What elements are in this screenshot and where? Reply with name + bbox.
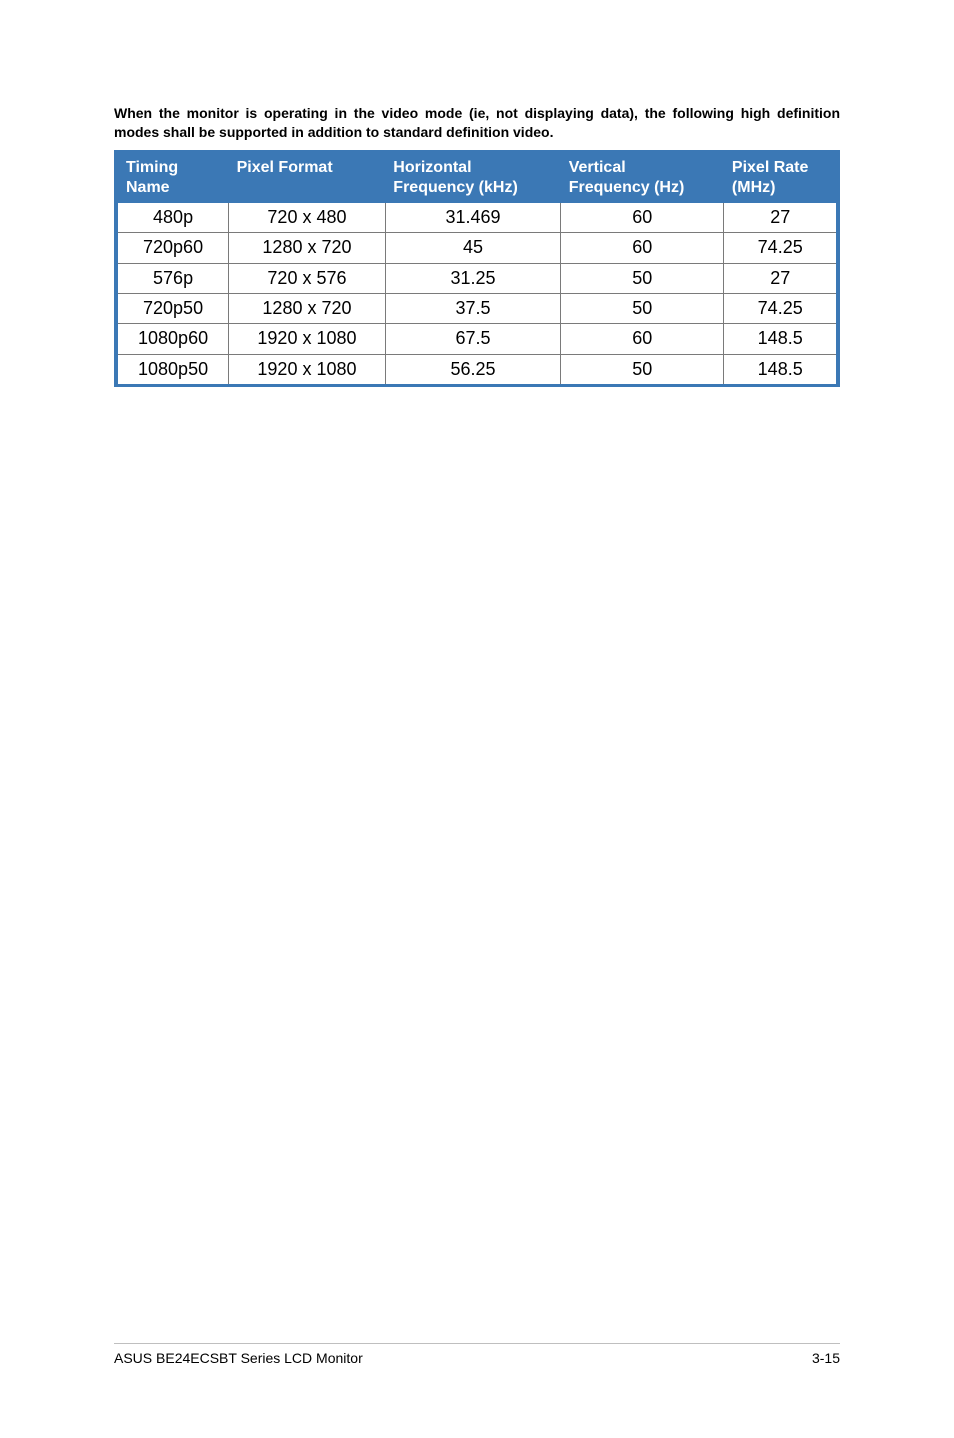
cell: 1920 x 1080: [229, 354, 386, 385]
cell: 74.25: [724, 233, 838, 263]
cell: 50: [561, 354, 724, 385]
table-row: 1080p50 1920 x 1080 56.25 50 148.5: [116, 354, 838, 385]
cell: 720 x 576: [229, 263, 386, 293]
header-text: Vertical: [569, 159, 626, 176]
header-text: Pixel Format: [237, 159, 333, 176]
cell: 720 x 480: [229, 203, 386, 233]
page-content: When the monitor is operating in the vid…: [0, 0, 954, 387]
cell: 720p60: [116, 233, 229, 263]
cell: 27: [724, 263, 838, 293]
cell: 1080p60: [116, 324, 229, 354]
cell: 67.5: [385, 324, 560, 354]
header-vertical-freq: Vertical Frequency (Hz): [561, 151, 724, 203]
table-row: 720p60 1280 x 720 45 60 74.25: [116, 233, 838, 263]
header-horizontal-freq: Horizontal Frequency (kHz): [385, 151, 560, 203]
cell: 148.5: [724, 324, 838, 354]
table-row: 576p 720 x 576 31.25 50 27: [116, 263, 838, 293]
header-text: Timing Name: [126, 159, 178, 196]
table-header: Timing Name Pixel Format Horizontal Freq…: [116, 151, 838, 203]
cell: 45: [385, 233, 560, 263]
header-text: Pixel Rate: [732, 159, 808, 176]
cell: 27: [724, 203, 838, 233]
intro-paragraph: When the monitor is operating in the vid…: [114, 104, 840, 142]
cell: 31.25: [385, 263, 560, 293]
cell: 576p: [116, 263, 229, 293]
cell: 1080p50: [116, 354, 229, 385]
cell: 480p: [116, 203, 229, 233]
header-timing-name: Timing Name: [116, 151, 229, 203]
table-row: 1080p60 1920 x 1080 67.5 60 148.5: [116, 324, 838, 354]
header-text: Horizontal: [393, 159, 471, 176]
cell: 60: [561, 324, 724, 354]
page-footer: ASUS BE24ECSBT Series LCD Monitor 3-15: [114, 1343, 840, 1366]
cell: 148.5: [724, 354, 838, 385]
header-text: Frequency (Hz): [569, 179, 685, 196]
cell: 720p50: [116, 293, 229, 323]
cell: 50: [561, 293, 724, 323]
cell: 60: [561, 203, 724, 233]
cell: 56.25: [385, 354, 560, 385]
cell: 37.5: [385, 293, 560, 323]
cell: 1920 x 1080: [229, 324, 386, 354]
header-pixel-rate: Pixel Rate (MHz): [724, 151, 838, 203]
cell: 1280 x 720: [229, 293, 386, 323]
footer-page-number: 3-15: [812, 1350, 840, 1366]
table-body: 480p 720 x 480 31.469 60 27 720p60 1280 …: [116, 203, 838, 386]
timing-modes-table: Timing Name Pixel Format Horizontal Freq…: [114, 150, 840, 387]
cell: 50: [561, 263, 724, 293]
cell: 31.469: [385, 203, 560, 233]
footer-product-name: ASUS BE24ECSBT Series LCD Monitor: [114, 1350, 363, 1366]
table-row: 720p50 1280 x 720 37.5 50 74.25: [116, 293, 838, 323]
header-pixel-format: Pixel Format: [229, 151, 386, 203]
header-text: (MHz): [732, 179, 776, 196]
cell: 74.25: [724, 293, 838, 323]
table-row: 480p 720 x 480 31.469 60 27: [116, 203, 838, 233]
cell: 1280 x 720: [229, 233, 386, 263]
cell: 60: [561, 233, 724, 263]
header-text: Frequency (kHz): [393, 179, 517, 196]
